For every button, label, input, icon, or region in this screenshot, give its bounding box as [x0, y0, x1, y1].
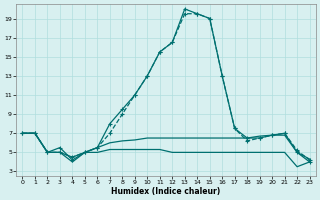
X-axis label: Humidex (Indice chaleur): Humidex (Indice chaleur) — [111, 187, 221, 196]
